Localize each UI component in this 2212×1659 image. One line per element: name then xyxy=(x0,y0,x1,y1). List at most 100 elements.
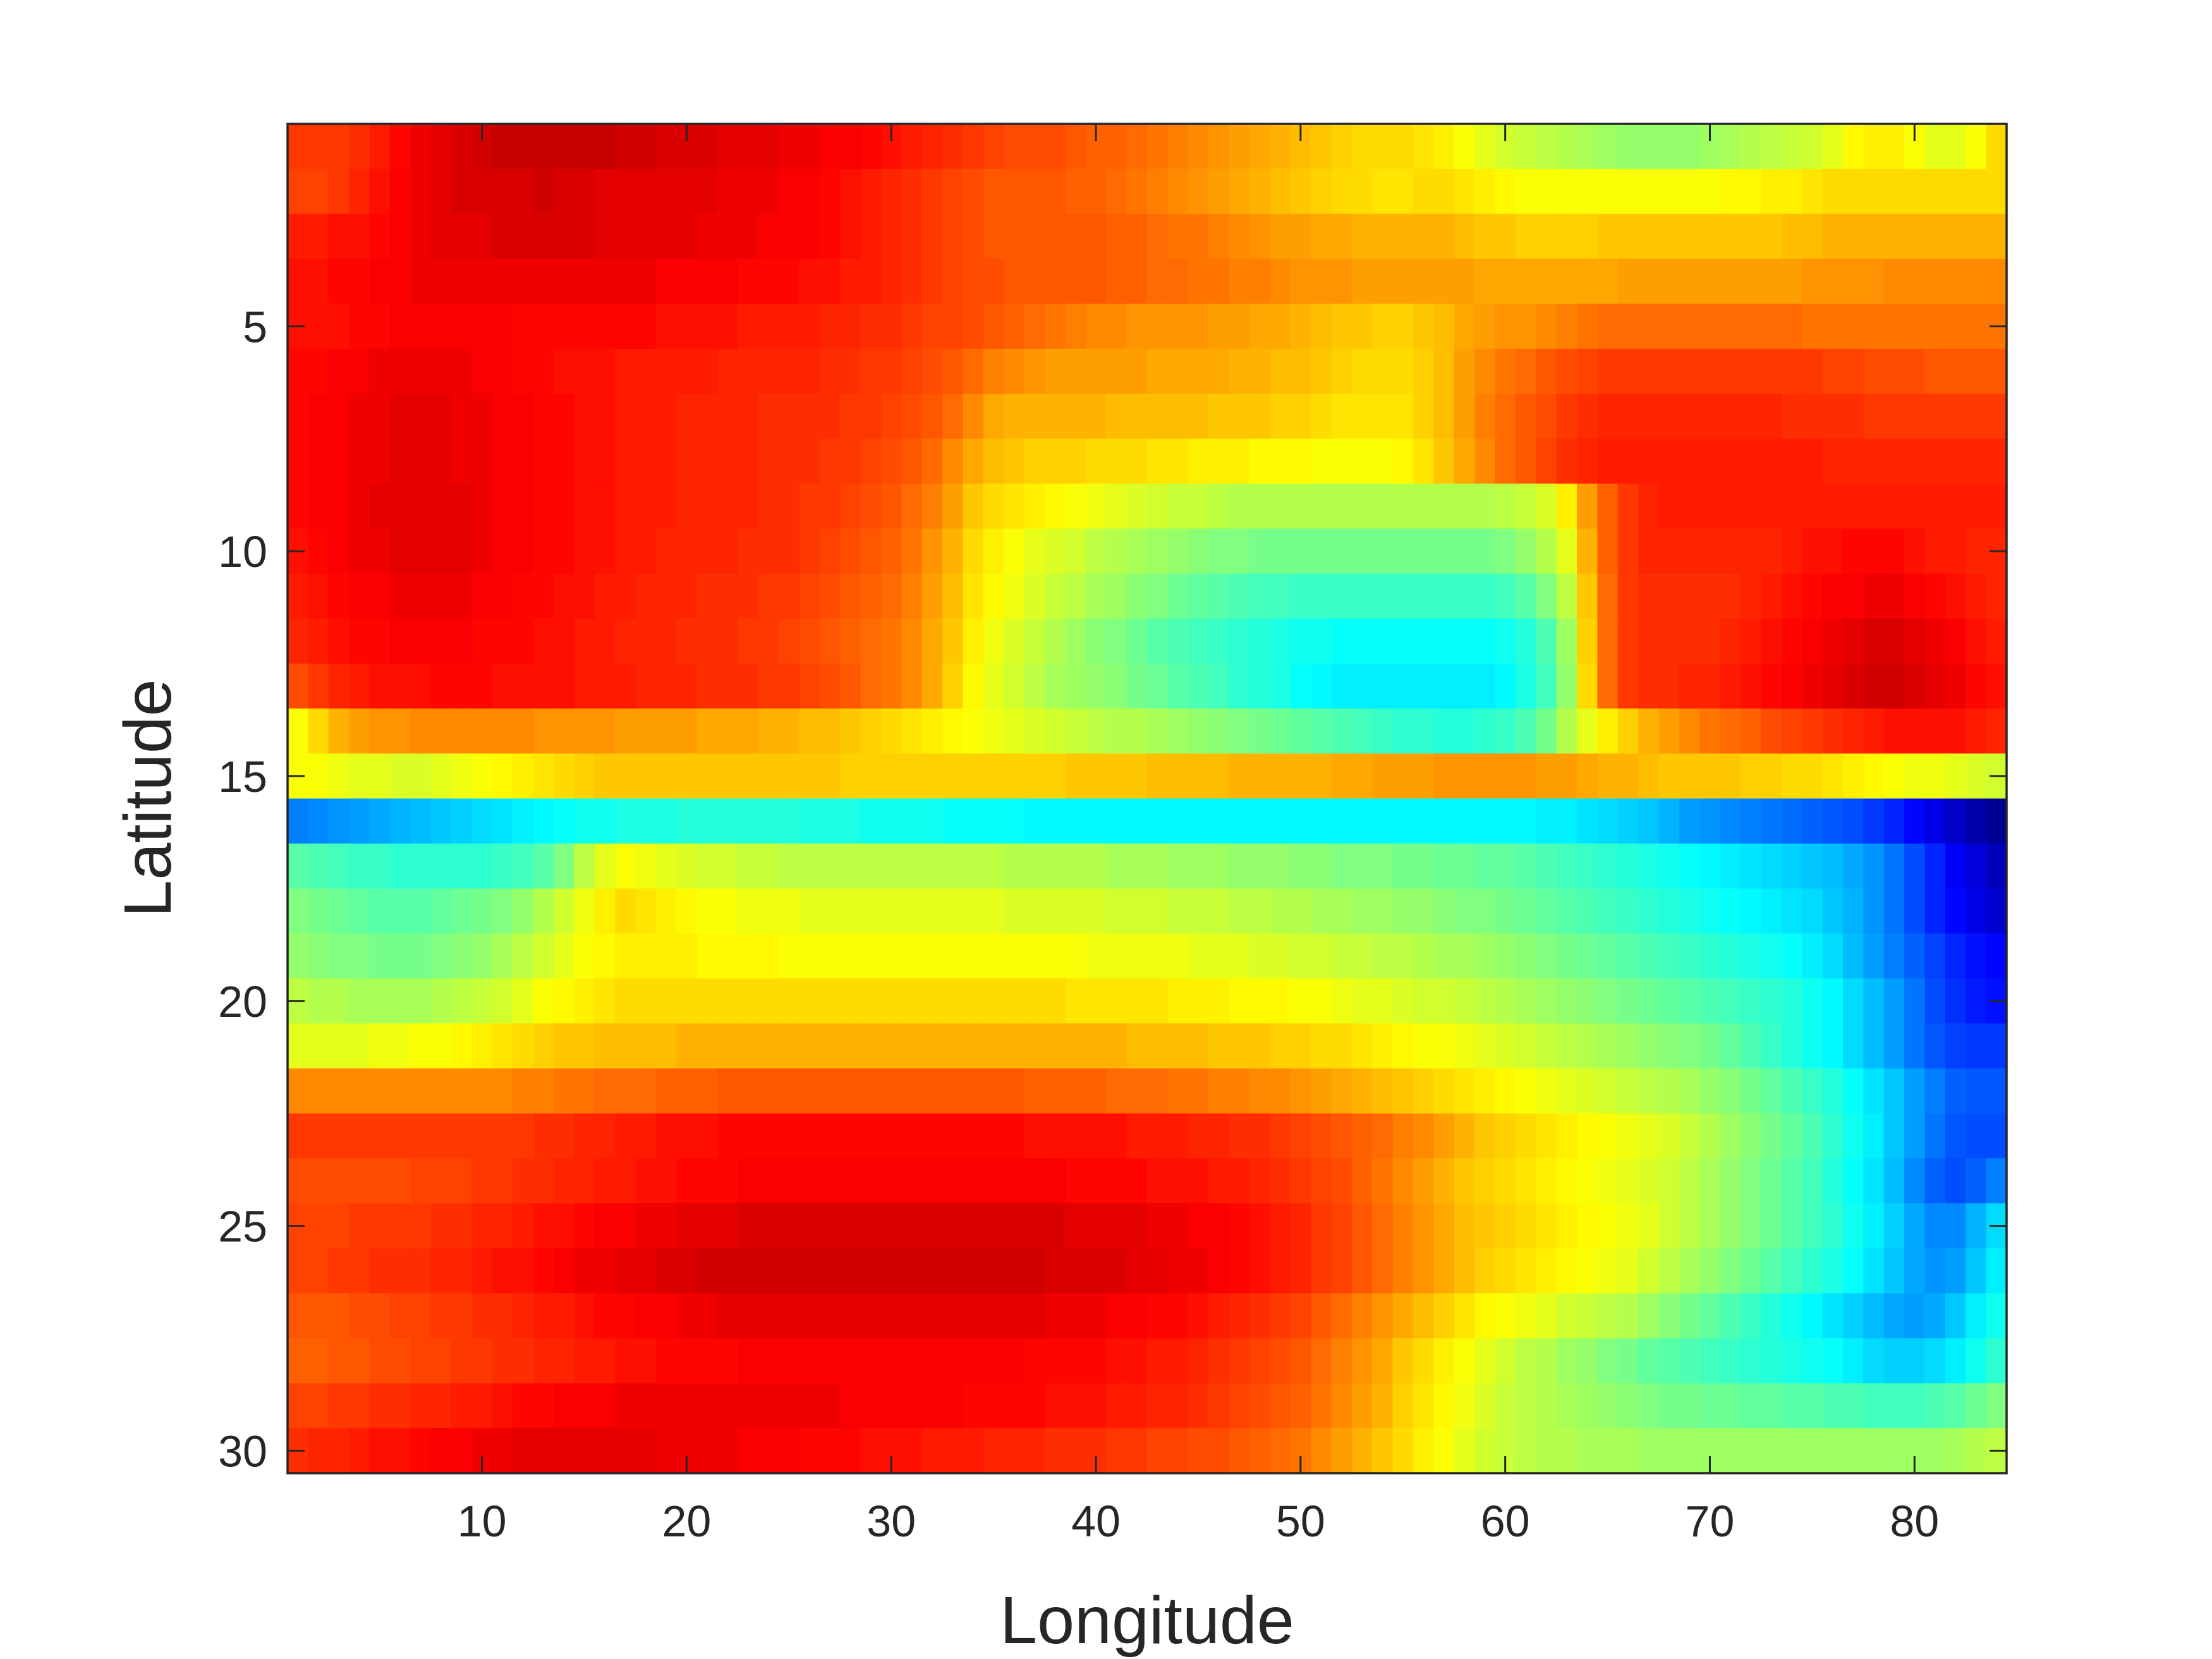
heatmap-cell xyxy=(1515,258,1536,305)
heatmap-cell xyxy=(594,618,616,664)
heatmap-cell xyxy=(1290,664,1311,709)
heatmap-cell xyxy=(1024,798,1045,844)
heatmap-cell xyxy=(901,439,923,484)
heatmap-cell xyxy=(1883,394,1905,439)
heatmap-cell xyxy=(1085,1158,1107,1204)
heatmap-cell xyxy=(983,1383,1004,1429)
heatmap-cell xyxy=(430,1023,452,1069)
heatmap-cell xyxy=(410,664,432,709)
heatmap-cell xyxy=(983,169,1004,214)
heatmap-cell xyxy=(1658,303,1680,349)
heatmap-cell xyxy=(1024,528,1045,574)
heatmap-cell xyxy=(1577,348,1598,394)
heatmap-cell xyxy=(328,348,349,394)
heatmap-cell xyxy=(1515,1338,1536,1384)
heatmap-cell xyxy=(1372,1338,1394,1384)
heatmap-cell xyxy=(1290,753,1311,799)
heatmap-cell xyxy=(615,1383,636,1429)
heatmap-cell xyxy=(594,124,616,169)
heatmap-cell xyxy=(738,394,759,439)
heatmap-cell xyxy=(1413,439,1434,484)
heatmap-cell xyxy=(308,348,329,394)
heatmap-cell xyxy=(1004,753,1025,799)
heatmap-cell xyxy=(1290,843,1311,889)
heatmap-cell xyxy=(1638,1023,1660,1069)
heatmap-cell xyxy=(1147,169,1168,214)
heatmap-cell xyxy=(1679,1383,1700,1429)
heatmap-cell xyxy=(492,1248,513,1294)
heatmap-cell xyxy=(983,888,1004,934)
heatmap-cell xyxy=(594,798,616,844)
heatmap-cell xyxy=(1802,978,1823,1024)
heatmap-cell xyxy=(840,798,861,844)
heatmap-cell xyxy=(1249,124,1270,169)
heatmap-cell xyxy=(1106,1338,1127,1384)
heatmap-cell xyxy=(819,933,841,979)
heatmap-cell xyxy=(1147,1338,1168,1384)
heatmap-cell xyxy=(635,888,657,934)
heatmap-cell xyxy=(349,439,370,484)
heatmap-cell xyxy=(1392,214,1414,260)
heatmap-cell xyxy=(1474,618,1496,664)
heatmap-cell xyxy=(1883,439,1905,484)
heatmap-cell xyxy=(1372,1113,1394,1159)
heatmap-cell xyxy=(1577,528,1598,574)
heatmap-cell xyxy=(1474,1428,1496,1474)
heatmap-cell xyxy=(717,708,738,754)
heatmap-cell xyxy=(1188,1383,1209,1429)
heatmap-cell xyxy=(901,483,923,530)
heatmap-cell xyxy=(738,843,759,889)
heatmap-cell xyxy=(1495,664,1516,709)
heatmap-cell xyxy=(1474,1203,1496,1249)
heatmap-cell xyxy=(1802,888,1823,934)
heatmap-cell xyxy=(553,394,574,439)
heatmap-cell xyxy=(1842,439,1864,484)
heatmap-cell xyxy=(1331,258,1352,305)
heatmap-cell xyxy=(1270,1158,1291,1204)
heatmap-cell xyxy=(471,1383,493,1429)
heatmap-cell xyxy=(840,1383,861,1429)
heatmap-cell xyxy=(1822,214,1844,260)
heatmap-cell xyxy=(574,169,595,214)
heatmap-cell xyxy=(738,1023,759,1069)
heatmap-cell xyxy=(471,1293,493,1339)
heatmap-cell xyxy=(574,1383,595,1429)
heatmap-cell xyxy=(1270,618,1291,664)
heatmap-cell xyxy=(1106,664,1127,709)
heatmap-cell xyxy=(430,348,452,394)
heatmap-cell xyxy=(901,618,923,664)
heatmap-cell xyxy=(738,439,759,484)
heatmap-cell xyxy=(1781,1203,1802,1249)
heatmap-cell xyxy=(1699,978,1721,1024)
heatmap-cell xyxy=(881,1023,902,1069)
heatmap-cell xyxy=(1290,394,1311,439)
heatmap-cell xyxy=(1004,169,1025,214)
heatmap-cell xyxy=(1331,933,1352,979)
heatmap-cell xyxy=(1495,1293,1516,1339)
heatmap-cell xyxy=(1802,439,1823,484)
heatmap-cell xyxy=(1495,1158,1516,1204)
heatmap-cell xyxy=(574,1293,595,1339)
heatmap-cell xyxy=(308,1068,329,1114)
heatmap-cell xyxy=(1699,214,1721,260)
heatmap-cell xyxy=(799,528,820,574)
heatmap-cell xyxy=(1106,1023,1127,1069)
heatmap-cell xyxy=(1167,798,1189,844)
heatmap-cell xyxy=(1126,439,1148,484)
heatmap-cell xyxy=(1208,1383,1230,1429)
heatmap-cell xyxy=(1679,1428,1700,1474)
heatmap-cell xyxy=(1413,1203,1434,1249)
heatmap-cell xyxy=(717,303,738,349)
heatmap-cell xyxy=(1966,1428,1987,1474)
heatmap-cell xyxy=(1474,169,1496,214)
heatmap-cell xyxy=(1045,528,1066,574)
heatmap-cell xyxy=(1065,573,1086,619)
heatmap-cell xyxy=(1986,798,2007,844)
heatmap-cell xyxy=(451,573,473,619)
heatmap-cell xyxy=(942,1383,964,1429)
heatmap-cell xyxy=(1004,843,1025,889)
heatmap-cell xyxy=(1679,573,1700,619)
heatmap-cell xyxy=(1863,708,1885,754)
heatmap-cell xyxy=(574,394,595,439)
